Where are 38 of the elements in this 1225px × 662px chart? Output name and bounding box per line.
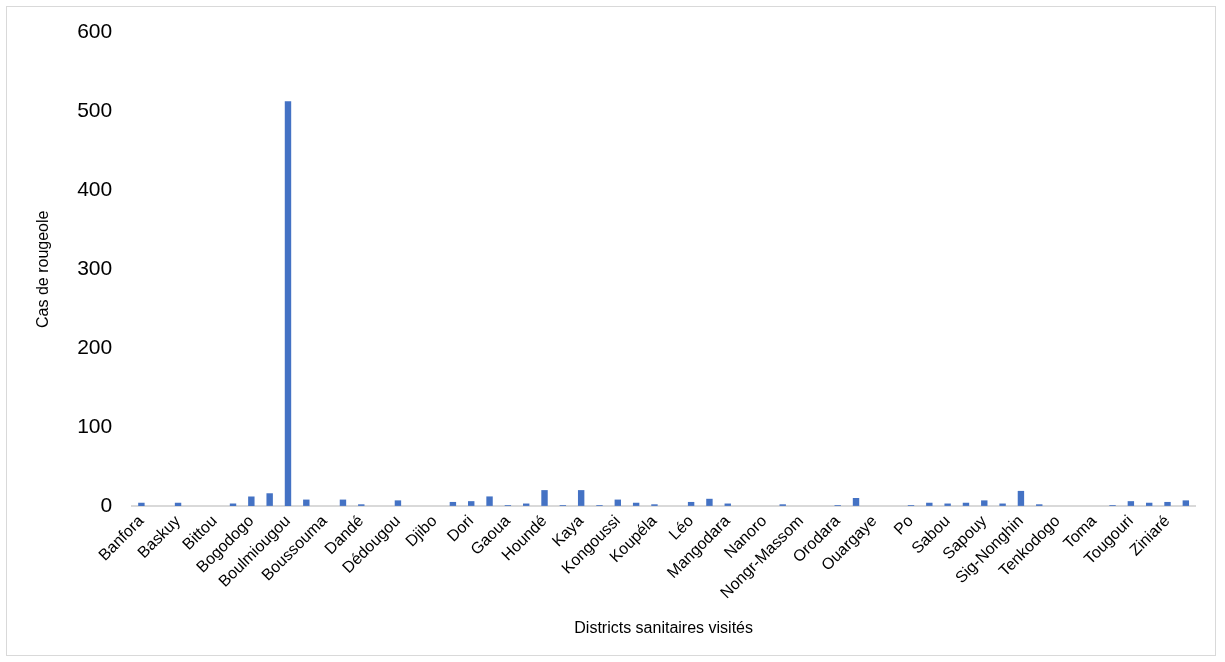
bar: [962, 502, 970, 506]
bar: [266, 493, 273, 506]
bar: [632, 502, 640, 506]
bar: [706, 498, 713, 506]
bar: [1127, 501, 1135, 506]
bar: [981, 500, 988, 506]
bar: [577, 490, 585, 506]
bar: [614, 499, 622, 506]
x-axis-title: Districts sanitaires visités: [574, 618, 753, 636]
x-tick-label: Po: [890, 511, 917, 538]
bar: [449, 501, 457, 506]
bar: [687, 501, 695, 506]
bar: [284, 101, 292, 506]
bar: [1017, 490, 1025, 506]
bar: [468, 501, 475, 506]
bar: [1182, 500, 1190, 506]
y-tick-label: 400: [77, 177, 113, 201]
bar: [944, 503, 951, 506]
bar: [1164, 501, 1171, 506]
bar: [339, 499, 347, 506]
bar: [174, 502, 182, 506]
y-axis-title: Cas de rougeole: [34, 210, 52, 328]
bar: [999, 503, 1006, 506]
bar: [394, 500, 402, 506]
bar: [1145, 502, 1153, 506]
y-tick-label: 200: [77, 334, 113, 358]
y-tick-label: 100: [77, 413, 113, 437]
y-tick-label: 300: [77, 256, 113, 280]
y-tick-label: 500: [77, 98, 113, 122]
y-tick-label: 0: [100, 492, 113, 516]
bar: [248, 496, 255, 506]
bar: [138, 502, 145, 506]
bar: [303, 499, 310, 506]
bar: [486, 496, 493, 506]
bar: [852, 498, 860, 506]
bar: [541, 490, 548, 506]
y-tick-label: 600: [77, 19, 113, 43]
bar: [926, 502, 933, 506]
